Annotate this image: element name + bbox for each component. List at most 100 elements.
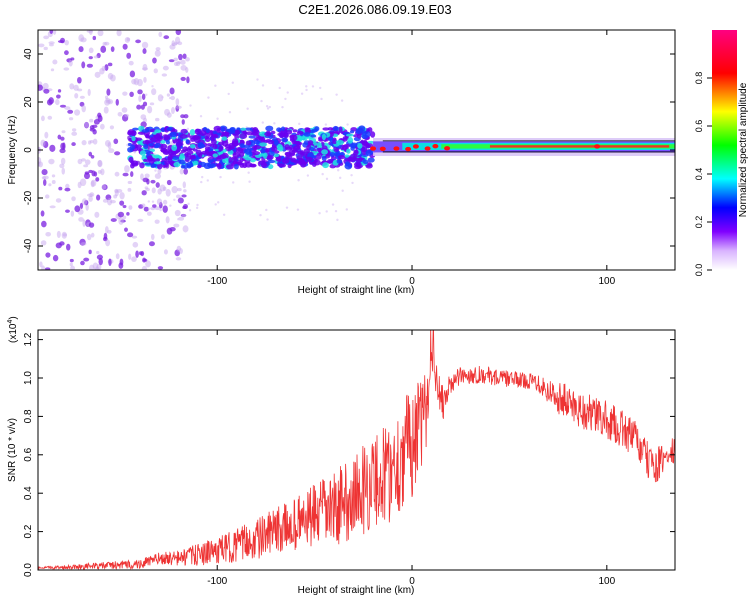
spectral-blob <box>143 143 149 150</box>
spectral-blob <box>48 183 52 187</box>
spectral-blob <box>172 156 180 160</box>
spectral-blob <box>135 250 139 258</box>
spectral-blob <box>88 56 93 60</box>
spectral-blob <box>261 121 264 124</box>
spectral-blob <box>83 164 89 168</box>
spectral-blob <box>132 127 139 131</box>
spectral-blob <box>219 154 227 160</box>
y-tick-label: 0.2 <box>23 524 34 538</box>
spectral-blob <box>55 198 62 203</box>
spectral-blob <box>122 215 127 220</box>
spectral-blob <box>69 83 75 90</box>
spectral-blob <box>180 164 186 169</box>
spectral-blob <box>71 128 77 132</box>
spectral-blob <box>70 57 75 61</box>
spectral-blob <box>244 156 252 161</box>
spectral-blob <box>150 179 156 184</box>
spectral-blob <box>229 139 233 143</box>
spectral-blob <box>77 76 82 84</box>
spectral-blob <box>97 159 103 168</box>
y-tick-label: 20 <box>23 96 34 108</box>
spectral-blob <box>159 208 162 212</box>
spectral-blob <box>182 205 188 210</box>
spectral-blob <box>333 148 339 153</box>
spectral-blob <box>61 130 66 134</box>
spectral-blob <box>83 172 91 180</box>
spectral-blob <box>336 159 343 164</box>
spectral-blob <box>180 59 186 65</box>
spectral-blob <box>182 53 187 60</box>
spectral-blob <box>101 184 107 190</box>
spectral-blob <box>292 129 298 133</box>
spectral-blob <box>57 134 62 140</box>
spectral-blob <box>154 49 161 57</box>
spectral-blob <box>160 143 168 150</box>
spectral-blob <box>146 211 152 216</box>
spectral-blob <box>131 235 138 239</box>
spectral-blob <box>332 125 339 132</box>
colorbar-tick-label: 0.4 <box>694 168 704 181</box>
spectral-blob <box>195 206 199 210</box>
spectral-blob <box>222 213 226 216</box>
spectral-blob <box>122 172 129 177</box>
spectral-blob <box>128 205 133 210</box>
spectral-blob <box>305 88 308 92</box>
spectral-blob <box>151 88 157 96</box>
spectral-blob <box>183 114 189 119</box>
spectral-blob <box>130 160 135 164</box>
spectral-blob <box>155 182 160 188</box>
spectral-blob <box>299 150 305 157</box>
spectral-blob <box>162 199 168 205</box>
spectral-blob <box>358 157 365 161</box>
spectral-blob <box>55 99 60 106</box>
spectral-blob <box>239 133 248 139</box>
spectral-blob <box>334 151 340 157</box>
spectral-blob <box>173 198 176 202</box>
spectral-blob <box>252 151 261 156</box>
spectral-blob <box>246 107 249 110</box>
snr-x-label: Height of straight line (km) <box>298 585 415 596</box>
spectral-blob <box>139 150 146 156</box>
spectral-blob <box>152 204 157 208</box>
spectral-blob <box>51 174 56 178</box>
spectral-blob <box>273 122 276 125</box>
spectral-blob <box>265 105 269 108</box>
spectral-blob <box>70 265 75 270</box>
spectral-blob <box>280 126 286 131</box>
y-tick-label: 1.2 <box>23 332 34 346</box>
spectral-blob <box>221 131 228 136</box>
spectral-blob <box>52 30 57 35</box>
spectral-blob <box>38 43 45 48</box>
spectral-blob <box>147 105 153 114</box>
spectral-blob <box>353 161 362 167</box>
carrier-peak <box>412 144 419 149</box>
spectral-blob <box>139 162 145 169</box>
spectral-blob <box>228 111 232 114</box>
spectral-blob <box>367 127 373 133</box>
y-tick-label: 0.4 <box>23 486 34 500</box>
spectral-blob <box>78 34 85 42</box>
spectral-blob <box>299 161 308 165</box>
spectral-blob <box>225 164 234 170</box>
spectral-blob <box>140 104 145 110</box>
spectral-blob <box>59 104 67 108</box>
spectral-blob <box>166 127 173 131</box>
spectral-blob <box>106 88 111 96</box>
spectral-blob <box>41 220 47 228</box>
spectral-blob <box>148 143 154 147</box>
spectral-blob <box>281 157 290 164</box>
spectral-blob <box>43 35 50 40</box>
spectral-blob <box>107 62 113 67</box>
spectral-blob <box>157 168 162 175</box>
spectral-blob <box>247 171 250 174</box>
spectral-blob <box>128 60 134 66</box>
x-tick-label: -100 <box>207 276 227 287</box>
spectral-blob <box>340 99 344 102</box>
spectral-blob <box>355 128 363 135</box>
spectral-blob <box>296 130 304 135</box>
spectral-blob <box>346 123 349 126</box>
snr-scale-exponent: 4 <box>7 320 14 324</box>
spectral-blob <box>173 223 180 228</box>
spectral-blob <box>107 198 113 206</box>
spectral-blob <box>178 159 186 165</box>
